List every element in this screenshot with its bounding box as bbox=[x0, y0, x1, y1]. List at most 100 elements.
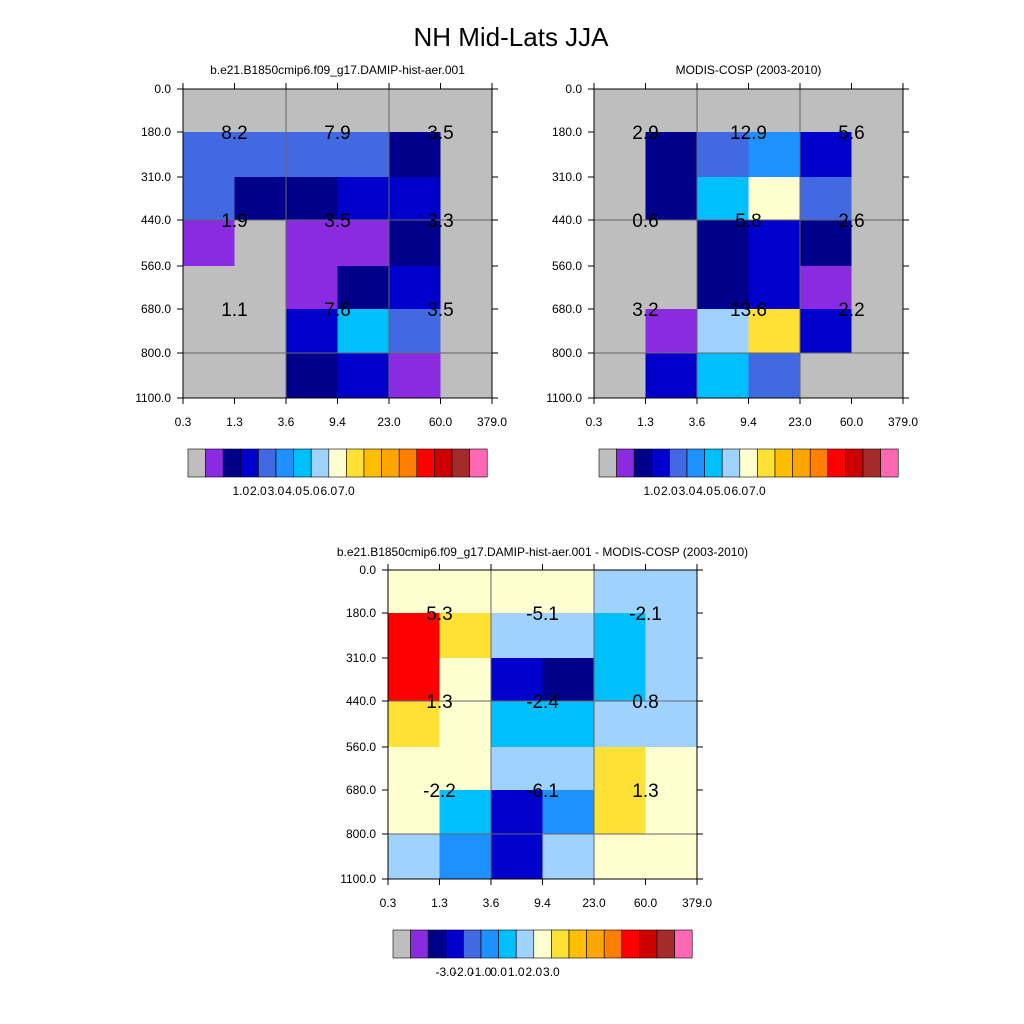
heatmap-cell bbox=[440, 132, 493, 178]
heatmap-cell bbox=[440, 220, 493, 267]
block-value-label: 1.9 bbox=[221, 211, 247, 232]
heatmap-cell bbox=[389, 353, 441, 399]
colorbar-swatch bbox=[410, 929, 429, 959]
x-tick-label: 1.3 bbox=[226, 415, 243, 429]
x-tick-label: 23.0 bbox=[582, 896, 606, 910]
y-tick-label: 680.0 bbox=[346, 783, 376, 797]
block-value-label: 2.9 bbox=[632, 123, 658, 144]
x-tick-label: 23.0 bbox=[788, 415, 812, 429]
colorbar-swatch bbox=[633, 448, 653, 478]
heatmap-cell bbox=[286, 89, 338, 133]
heatmap-cell bbox=[337, 266, 390, 310]
heatmap-cell bbox=[645, 701, 698, 748]
heatmap-cell bbox=[594, 220, 646, 267]
heatmap-cell bbox=[594, 309, 646, 354]
colorbar-swatch bbox=[792, 448, 811, 478]
colorbar-label: 7.0 bbox=[749, 484, 766, 498]
colorbar-label: 3.0 bbox=[679, 484, 696, 498]
y-tick-label: 0.0 bbox=[359, 563, 376, 577]
block-value-label: 1.1 bbox=[221, 300, 247, 321]
x-tick-label: 60.0 bbox=[429, 415, 453, 429]
colorbar-label: 6.0 bbox=[731, 484, 748, 498]
heatmap-cell bbox=[594, 177, 646, 221]
heatmap-cell bbox=[594, 747, 646, 791]
heatmap-cell bbox=[800, 132, 852, 178]
y-tick-label: 680.0 bbox=[141, 302, 171, 316]
x-tick-label: 0.3 bbox=[380, 896, 397, 910]
heatmap-cell bbox=[439, 701, 492, 748]
heatmap-cell bbox=[594, 658, 646, 702]
heatmap-cell bbox=[337, 309, 390, 354]
colorbar-swatch bbox=[862, 448, 881, 478]
heatmap-cell bbox=[645, 613, 698, 659]
heatmap-cell bbox=[234, 177, 287, 221]
heatmap-cell bbox=[439, 613, 492, 659]
heatmap-cell bbox=[337, 220, 390, 267]
block-value-label: 3.5 bbox=[427, 123, 453, 144]
colorbar-swatch bbox=[363, 448, 382, 478]
x-tick-label: 9.4 bbox=[329, 415, 346, 429]
x-tick-label: 1.3 bbox=[431, 896, 448, 910]
heatmap-cell bbox=[183, 266, 235, 310]
colorbar-swatch bbox=[880, 448, 899, 478]
colorbar-swatch bbox=[704, 448, 723, 478]
colorbar-label: -1.0 bbox=[471, 965, 492, 979]
y-tick-label: 1100.0 bbox=[340, 872, 376, 886]
colorbar-swatch bbox=[451, 448, 470, 478]
heatmap-cell bbox=[851, 266, 904, 310]
block-value-label: 3.3 bbox=[427, 211, 453, 232]
colorbar-swatch bbox=[222, 448, 242, 478]
heatmap-cell bbox=[594, 89, 646, 133]
block-value-label: 0.6 bbox=[632, 211, 658, 232]
colorbar-swatch bbox=[616, 448, 635, 478]
block-value-label: -2.2 bbox=[423, 781, 456, 802]
y-tick-label: 440.0 bbox=[141, 213, 171, 227]
heatmap-cell bbox=[645, 570, 698, 614]
heatmap-cell bbox=[645, 834, 698, 880]
y-tick-label: 440.0 bbox=[552, 213, 582, 227]
heatmap-cell bbox=[337, 353, 390, 399]
heatmap-cell bbox=[748, 309, 801, 354]
block-value-label: -2.4 bbox=[526, 692, 559, 713]
heatmap-cell bbox=[594, 353, 646, 399]
panel-title: MODIS-COSP (2003-2010) bbox=[676, 63, 822, 77]
heatmap-cell bbox=[697, 132, 749, 178]
x-tick-label: 379.0 bbox=[682, 896, 712, 910]
colorbar-swatch bbox=[669, 448, 688, 478]
x-tick-label: 3.6 bbox=[689, 415, 706, 429]
block-value-label: 3.2 bbox=[632, 300, 658, 321]
heatmap-cell bbox=[800, 220, 852, 267]
colorbar-swatch bbox=[469, 448, 488, 478]
heatmap-cell bbox=[234, 132, 287, 178]
colorbar-label: 0.0 bbox=[490, 965, 507, 979]
block-value-label: 5.6 bbox=[838, 123, 864, 144]
heatmap-cell bbox=[388, 834, 440, 880]
y-tick-label: 560.0 bbox=[346, 740, 376, 754]
colorbar-label: 7.0 bbox=[338, 484, 355, 498]
colorbar-swatch bbox=[845, 448, 864, 478]
heatmap-cell bbox=[542, 658, 595, 702]
heatmap-cell bbox=[286, 132, 338, 178]
heatmap-cell bbox=[389, 132, 441, 178]
colorbar-swatch bbox=[498, 929, 517, 959]
heatmap-cell bbox=[491, 658, 543, 702]
heatmap-cell bbox=[697, 220, 749, 267]
heatmap-cell bbox=[851, 353, 904, 399]
heatmap-cell bbox=[286, 353, 338, 399]
heatmap-cell bbox=[286, 309, 338, 354]
heatmap-cell bbox=[389, 309, 441, 354]
colorbar-swatch bbox=[328, 448, 347, 478]
colorbar-label: 4.0 bbox=[285, 484, 302, 498]
y-tick-label: 800.0 bbox=[552, 346, 582, 360]
heatmap-cell bbox=[645, 353, 698, 399]
heatmap-cell bbox=[851, 89, 904, 133]
heatmap-cell bbox=[645, 177, 698, 221]
heatmap-cell bbox=[388, 613, 440, 659]
heatmap-cell bbox=[491, 790, 543, 835]
heatmap-cell bbox=[748, 220, 801, 267]
colorbar-swatch bbox=[757, 448, 776, 478]
x-tick-label: 9.4 bbox=[740, 415, 757, 429]
block-value-label: 3.5 bbox=[427, 300, 453, 321]
model-heatmap-panel: b.e21.B1850cmip6.f09_g17.DAMIP-hist-aer.… bbox=[135, 63, 507, 498]
